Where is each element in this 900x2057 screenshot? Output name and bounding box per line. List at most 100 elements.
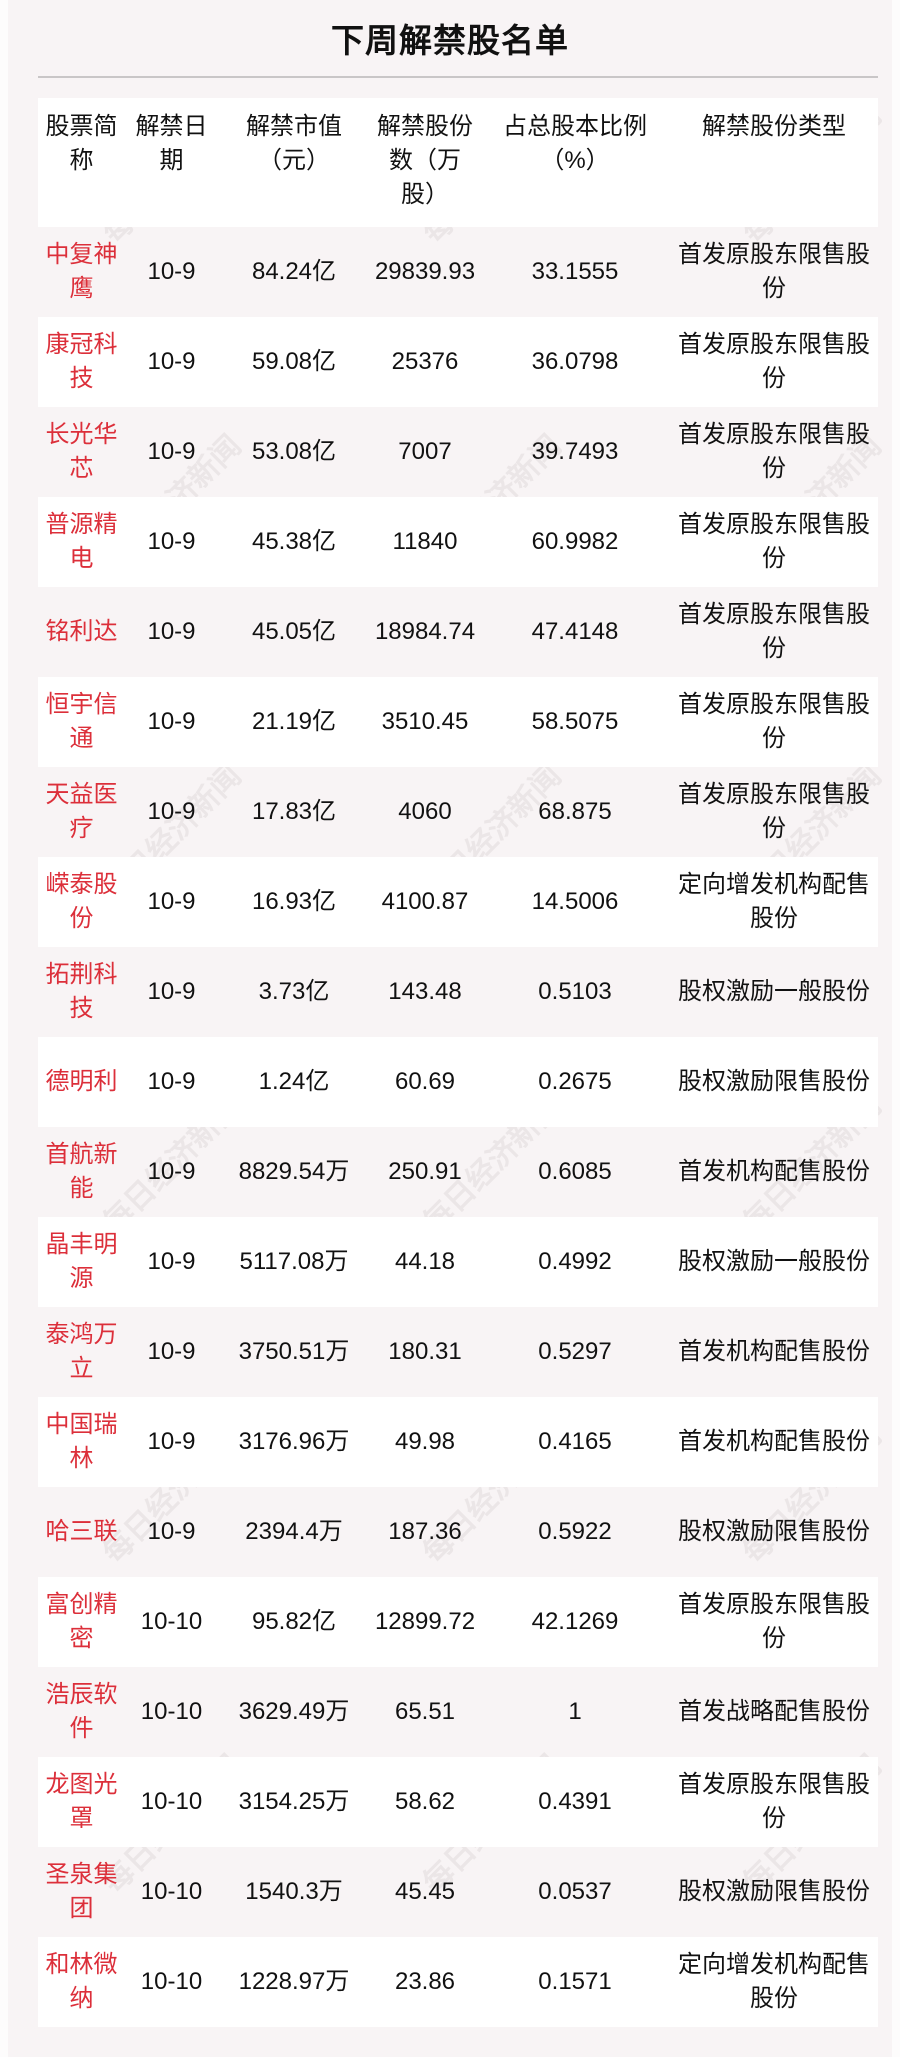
cell-name: 嵘泰股份 (45, 871, 118, 932)
cell-name: 中复神鹰 (45, 241, 118, 302)
cell-ratio: 36.0798 (531, 348, 619, 375)
table-row: 首航新能 10-9 8829.54万 250.91 0.6085 首发机构配售股份 (38, 1127, 878, 1217)
cell-name: 首航新能 (45, 1141, 118, 1202)
header-date: 解禁日期 (135, 113, 208, 174)
cell-market-value: 1228.97万 (238, 1968, 350, 1995)
table-row: 中复神鹰 10-9 84.24亿 29839.93 33.1555 首发原股东限售股份 (38, 227, 878, 317)
cell-shares: 4100.87 (381, 888, 469, 915)
cell-ratio: 33.1555 (531, 258, 619, 285)
cell-shares: 4060 (398, 798, 452, 825)
cell-name: 恒宇信通 (45, 691, 118, 752)
cell-type: 首发机构配售股份 (678, 1338, 870, 1365)
cell-market-value: 21.19亿 (251, 708, 337, 735)
cell-shares: 180.31 (388, 1338, 462, 1365)
table-row: 哈三联 10-9 2394.4万 187.36 0.5922 股权激励限售股份 (38, 1487, 878, 1577)
table-row: 普源精电 10-9 45.38亿 11840 60.9982 首发原股东限售股份 (38, 497, 878, 587)
cell-shares: 18984.74 (374, 618, 476, 645)
cell-ratio: 0.0537 (538, 1878, 612, 1905)
cell-ratio: 0.4391 (538, 1788, 612, 1815)
header-shares: 解禁股份数（万股） (377, 113, 473, 208)
cell-market-value: 2394.4万 (245, 1518, 343, 1545)
cell-type: 首发原股东限售股份 (678, 691, 870, 752)
table-row: 圣泉集团 10-10 1540.3万 45.45 0.0537 股权激励限售股份 (38, 1847, 878, 1937)
cell-ratio: 14.5006 (531, 888, 619, 915)
cell-market-value: 3629.49万 (238, 1698, 350, 1725)
cell-type: 首发原股东限售股份 (678, 601, 870, 662)
table-row: 和林微纳 10-10 1228.97万 23.86 0.1571 定向增发机构配售股份 (38, 1937, 878, 2027)
table-row: 浩辰软件 10-10 3629.49万 65.51 1 首发战略配售股份 (38, 1667, 878, 1757)
cell-ratio: 0.1571 (538, 1968, 612, 1995)
cell-type: 首发原股东限售股份 (678, 241, 870, 302)
title-divider (38, 76, 878, 78)
table-row: 恒宇信通 10-9 21.19亿 3510.45 58.5075 首发原股东限售股份 (38, 677, 878, 767)
cell-date: 10-9 (147, 528, 196, 555)
table-header: 股票简称 解禁日期 解禁市值（元） 解禁股份数（万股） 占总股本比例（%） 解禁… (38, 98, 878, 227)
cell-shares: 11840 (392, 528, 458, 555)
header-market-value: 解禁市值（元） (246, 113, 342, 174)
table-row: 晶丰明源 10-9 5117.08万 44.18 0.4992 股权激励一般股份 (38, 1217, 878, 1307)
cell-ratio: 60.9982 (531, 528, 619, 555)
cell-date: 10-10 (140, 1698, 203, 1725)
cell-date: 10-9 (147, 618, 196, 645)
page-title: 下周解禁股名单 (331, 22, 569, 59)
cell-type: 股权激励一般股份 (678, 978, 870, 1005)
cell-type: 首发机构配售股份 (678, 1158, 870, 1185)
cell-name: 泰鸿万立 (45, 1321, 118, 1382)
cell-market-value: 3176.96万 (238, 1428, 350, 1455)
cell-name: 哈三联 (45, 1518, 118, 1545)
cell-shares: 44.18 (394, 1248, 456, 1275)
cell-market-value: 5117.08万 (239, 1248, 349, 1275)
cell-type: 首发原股东限售股份 (678, 1591, 870, 1652)
cell-ratio: 1 (568, 1698, 582, 1725)
cell-ratio: 0.4992 (538, 1248, 612, 1275)
cell-ratio: 39.7493 (531, 438, 619, 465)
table-row: 拓荆科技 10-9 3.73亿 143.48 0.5103 股权激励一般股份 (38, 947, 878, 1037)
cell-date: 10-9 (147, 1428, 196, 1455)
unlock-table: 股票简称 解禁日期 解禁市值（元） 解禁股份数（万股） 占总股本比例（%） 解禁… (38, 98, 878, 2027)
cell-shares: 250.91 (388, 1158, 462, 1185)
cell-ratio: 47.4148 (531, 618, 619, 645)
table-row: 龙图光罩 10-10 3154.25万 58.62 0.4391 首发原股东限售股份 (38, 1757, 878, 1847)
cell-market-value: 8829.54万 (238, 1158, 350, 1185)
cell-name: 圣泉集团 (45, 1861, 118, 1922)
header-name: 股票简称 (45, 113, 118, 174)
cell-date: 10-9 (147, 438, 196, 465)
cell-shares: 187.36 (388, 1518, 462, 1545)
cell-date: 10-10 (140, 1788, 203, 1815)
cell-date: 10-9 (147, 258, 196, 285)
cell-type: 股权激励限售股份 (678, 1518, 870, 1545)
cell-shares: 143.48 (388, 978, 462, 1005)
header-type: 解禁股份类型 (702, 113, 846, 140)
cell-name: 铭利达 (45, 618, 118, 645)
cell-ratio: 0.2675 (538, 1068, 612, 1095)
cell-type: 首发原股东限售股份 (678, 781, 870, 842)
cell-type: 定向增发机构配售股份 (678, 1951, 870, 2012)
cell-date: 10-10 (140, 1878, 203, 1905)
table-row: 嵘泰股份 10-9 16.93亿 4100.87 14.5006 定向增发机构配售股份 (38, 857, 878, 947)
cell-type: 股权激励一般股份 (678, 1248, 870, 1275)
table-row: 长光华芯 10-9 53.08亿 7007 39.7493 首发原股东限售股份 (38, 407, 878, 497)
cell-type: 首发机构配售股份 (678, 1428, 870, 1455)
cell-ratio: 68.875 (538, 798, 612, 825)
table-row: 中国瑞林 10-9 3176.96万 49.98 0.4165 首发机构配售股份 (38, 1397, 878, 1487)
cell-type: 首发原股东限售股份 (678, 511, 870, 572)
cell-date: 10-9 (147, 348, 196, 375)
cell-ratio: 0.4165 (538, 1428, 612, 1455)
cell-type: 股权激励限售股份 (678, 1068, 870, 1095)
cell-name: 富创精密 (45, 1591, 118, 1652)
cell-shares: 25376 (391, 348, 459, 375)
cell-ratio: 0.5922 (538, 1518, 612, 1545)
cell-shares: 45.45 (394, 1878, 456, 1905)
cell-date: 10-9 (147, 888, 196, 915)
cell-shares: 49.98 (394, 1428, 456, 1455)
cell-ratio: 42.1269 (531, 1608, 619, 1635)
cell-market-value: 84.24亿 (251, 258, 337, 285)
cell-shares: 12899.72 (374, 1608, 476, 1635)
cell-market-value: 1540.3万 (245, 1878, 343, 1905)
cell-ratio: 0.5297 (538, 1338, 612, 1365)
cell-ratio: 0.5103 (538, 978, 612, 1005)
cell-date: 10-9 (147, 1518, 196, 1545)
cell-type: 定向增发机构配售股份 (678, 871, 870, 932)
cell-market-value: 3750.51万 (238, 1338, 350, 1365)
cell-shares: 7007 (398, 438, 452, 465)
